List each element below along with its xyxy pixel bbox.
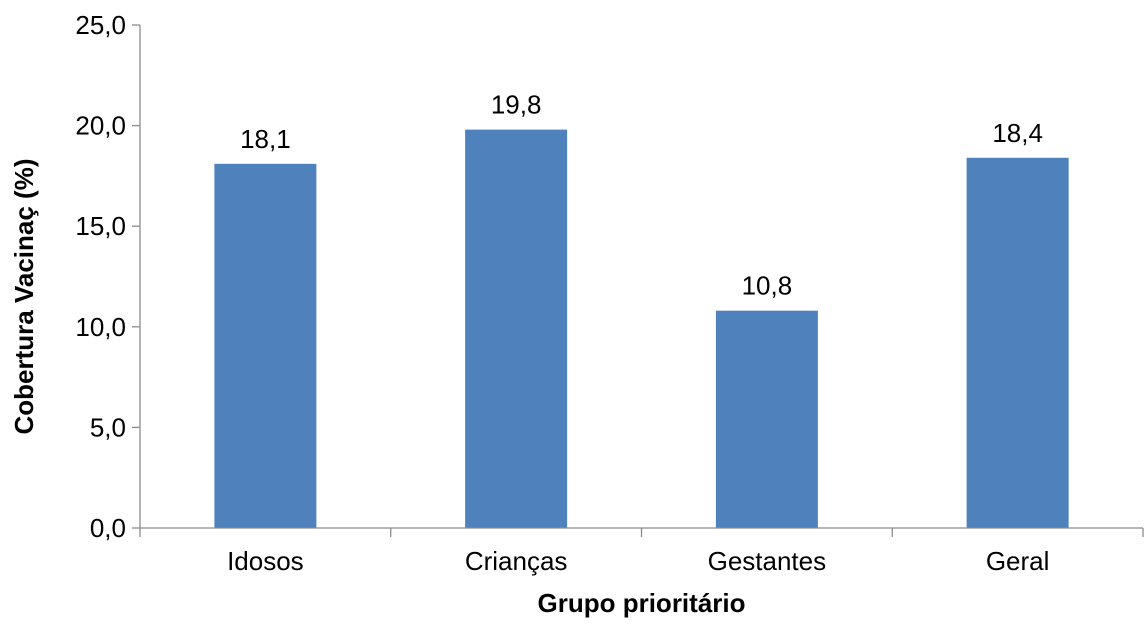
x-tick-label: Geral <box>986 546 1050 576</box>
x-tick-label: Idosos <box>227 546 304 576</box>
y-tick-label: 25,0 <box>75 10 126 40</box>
y-axis-title: Cobertura Vacinaç (%) <box>9 159 39 435</box>
bar <box>966 157 1069 529</box>
bar <box>715 310 818 528</box>
bar <box>465 129 568 528</box>
bars <box>214 129 1069 529</box>
x-tick-label: Crianças <box>465 546 568 576</box>
y-tick-label: 10,0 <box>75 312 126 342</box>
y-tick-label: 0,0 <box>90 513 126 543</box>
bar <box>214 163 317 528</box>
y-tick-label: 15,0 <box>75 211 126 241</box>
x-axis-title: Grupo prioritário <box>538 588 746 618</box>
x-axis-ticks: Idosos Crianças Gestantes Geral <box>139 528 1144 576</box>
data-label: 18,4 <box>992 118 1043 148</box>
data-label: 19,8 <box>491 90 542 120</box>
x-tick-label: Gestantes <box>708 546 827 576</box>
y-tick-label: 5,0 <box>90 412 126 442</box>
y-tick-label: 20,0 <box>75 111 126 141</box>
data-labels: 18,1 19,8 10,8 18,4 <box>240 90 1043 301</box>
data-label: 18,1 <box>240 124 291 154</box>
data-label: 10,8 <box>742 271 793 301</box>
y-axis-ticks: 0,0 5,0 10,0 15,0 20,0 25,0 <box>75 10 140 543</box>
